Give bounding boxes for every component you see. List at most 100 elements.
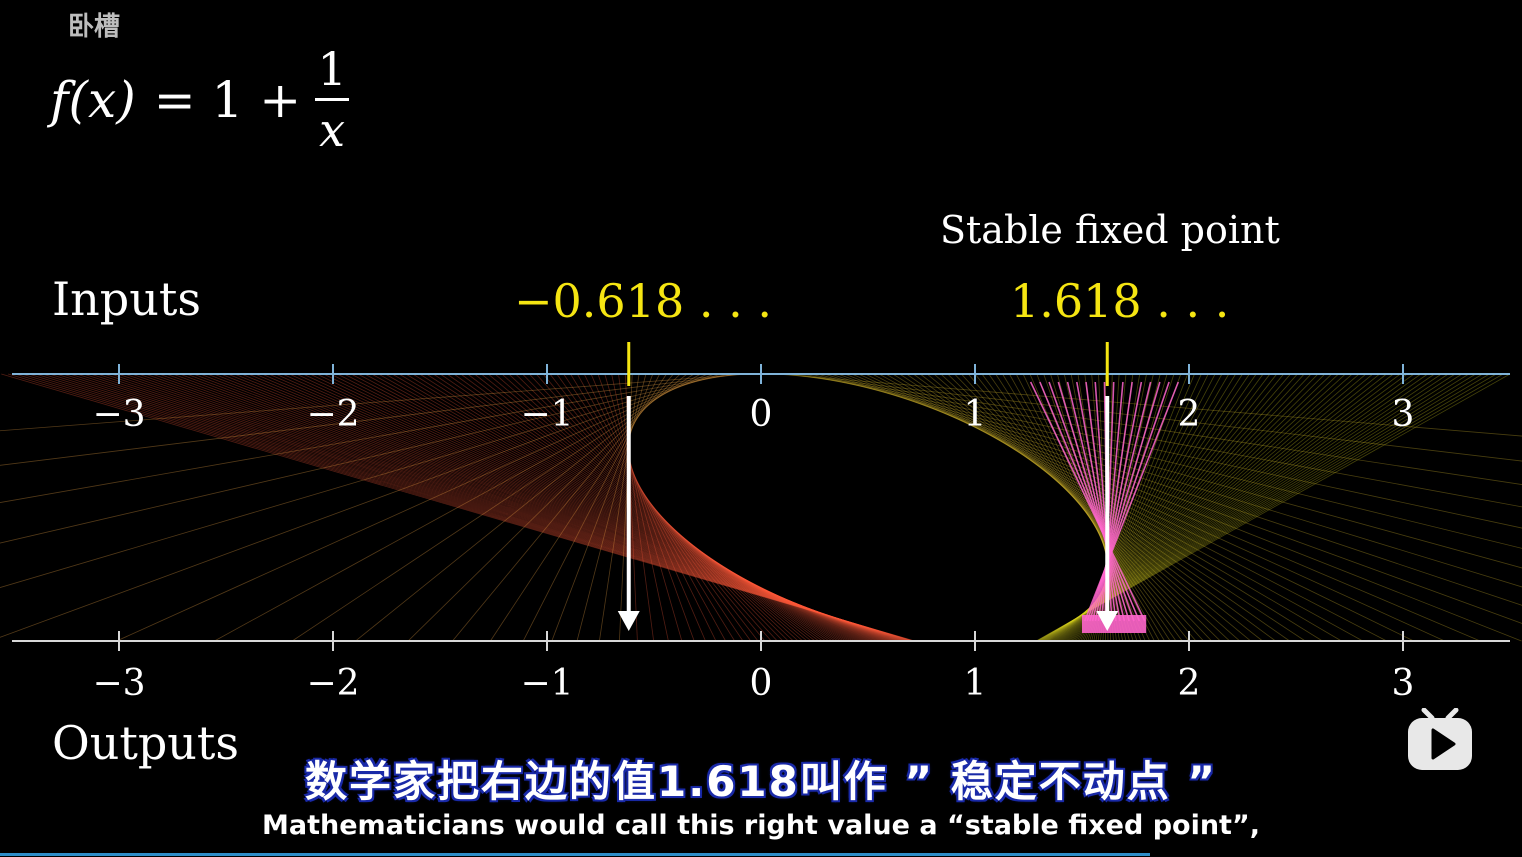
highlight-line — [1029, 381, 1146, 622]
mapping-line — [824, 373, 1522, 588]
formula-fraction: 1 x — [315, 46, 350, 153]
output-tick-label: 1 — [964, 663, 987, 704]
mapping-line — [116, 373, 708, 642]
mapping-line — [1047, 373, 1387, 642]
mapping-line — [296, 373, 877, 642]
mapping-line — [1051, 373, 1360, 642]
mapping-line — [515, 373, 789, 642]
mapping-line — [110, 373, 905, 642]
mapping-line — [446, 373, 830, 642]
mapping-line — [583, 373, 717, 642]
subtitle-chinese: 数学家把右边的值1.618叫作 ” 稳定不动点 ” — [305, 757, 1217, 806]
mapping-line — [796, 373, 1522, 508]
mapping-line — [248, 373, 886, 642]
fraction-bar — [315, 98, 350, 101]
mapping-line — [933, 373, 1241, 642]
mapping-line — [1009, 373, 1160, 642]
mapping-line — [556, 373, 752, 642]
mapping-line — [90, 373, 907, 642]
mapping-line — [254, 373, 885, 642]
mapping-line — [371, 373, 858, 642]
mapping-line — [570, 373, 735, 642]
mapping-line — [28, 373, 913, 642]
mapping-line — [117, 373, 904, 642]
watermark-text: 卧槽 — [68, 12, 121, 42]
output-tick-label: −2 — [306, 663, 359, 704]
mapping-line — [214, 373, 701, 642]
highlight-cluster — [1082, 615, 1147, 633]
mapping-line — [1055, 373, 1326, 642]
mapping-line — [42, 373, 912, 642]
mapping-line — [355, 373, 688, 642]
mapping-line — [227, 373, 890, 642]
mapping-line — [576, 373, 726, 642]
output-ticks: −3 −2 −1 0 1 2 3 — [92, 631, 1414, 704]
mapping-line — [783, 373, 1522, 462]
mapping-line — [490, 373, 667, 642]
mapping-line — [844, 373, 1522, 642]
highlight-line — [1057, 381, 1130, 622]
input-tick-label: 3 — [1392, 394, 1415, 435]
mapping-line — [940, 373, 1230, 642]
highlight-line — [1039, 381, 1140, 622]
mapping-line — [398, 373, 849, 642]
output-tick-label: 3 — [1392, 663, 1415, 704]
mapping-line — [104, 373, 906, 642]
mapping-line — [323, 373, 871, 642]
mapping-line — [535, 373, 772, 642]
mapping-line — [405, 373, 847, 642]
play-button[interactable] — [1406, 707, 1474, 772]
mapping-line — [1038, 373, 1476, 642]
mapping-line — [0, 373, 715, 638]
mapping-line — [501, 373, 799, 642]
inputs-label: Inputs — [52, 272, 201, 326]
mapping-line — [407, 373, 681, 642]
mapping-line — [522, 373, 784, 642]
mapping-line — [426, 373, 839, 642]
mapping-line — [1037, 373, 1497, 642]
mapping-line — [220, 373, 891, 642]
formula-equals: = 1 + — [153, 70, 302, 129]
mapping-line — [206, 373, 893, 642]
mapping-line — [0, 373, 742, 466]
mapping-line — [1002, 373, 1165, 642]
mapping-line — [138, 373, 902, 642]
mapping-line — [385, 373, 854, 642]
mapping-line — [1039, 373, 1470, 642]
input-tick-label: −3 — [92, 394, 145, 435]
mapping-line — [158, 373, 900, 642]
mapping-line — [282, 373, 880, 642]
formula-function-name: f — [50, 70, 69, 129]
subtitle-english: Mathematicians would call this right val… — [262, 810, 1260, 841]
mapping-line — [837, 373, 1522, 624]
mapping-line — [563, 373, 744, 642]
mapping-line — [316, 373, 873, 642]
stable-fixed-point-label: Stable fixed point — [940, 208, 1280, 252]
mapping-line — [1036, 373, 1504, 642]
mapping-line — [851, 373, 1481, 642]
mapping-line — [858, 373, 1445, 642]
mapping-line — [241, 373, 888, 642]
mapping-line — [302, 373, 876, 642]
mapping-line — [487, 373, 808, 642]
mapping-line — [604, 373, 683, 642]
mapping-line — [611, 373, 669, 642]
function-formula: f (x) = 1 + 1 x — [50, 46, 350, 153]
mapping-line — [439, 373, 833, 642]
progress-bar — [0, 853, 1150, 856]
mapping-line — [481, 373, 812, 642]
mapping-line — [926, 373, 1251, 642]
mapping-line — [549, 373, 759, 642]
mapping-line — [597, 373, 695, 642]
mapping-line — [803, 373, 1522, 529]
mapping-line — [261, 373, 884, 642]
highlight-line — [1083, 381, 1180, 622]
output-tick-label: 0 — [750, 663, 773, 704]
mapping-line — [599, 373, 640, 642]
mapping-line — [974, 373, 1190, 642]
highlight-line — [1075, 381, 1121, 622]
mapping-line — [152, 373, 900, 642]
mapping-line — [1015, 373, 1155, 642]
mapping-line — [234, 373, 889, 642]
mapping-line — [350, 373, 864, 642]
